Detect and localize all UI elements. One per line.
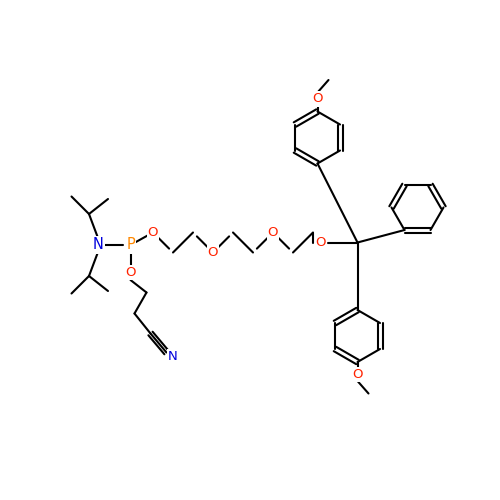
Text: O: O [352, 368, 363, 381]
Text: O: O [268, 226, 278, 239]
Text: P: P [126, 238, 135, 252]
Text: O: O [316, 236, 326, 249]
Text: O: O [208, 246, 218, 259]
Text: O: O [125, 266, 136, 279]
Text: O: O [312, 92, 323, 106]
Text: O: O [148, 226, 158, 239]
Text: N: N [168, 350, 177, 363]
Text: N: N [92, 238, 104, 252]
